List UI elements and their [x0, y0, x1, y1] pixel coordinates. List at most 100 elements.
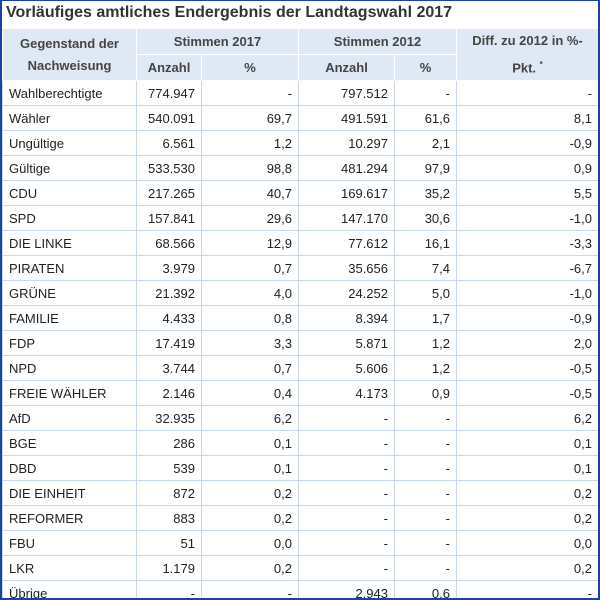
page-title: Vorläufiges amtliches Endergebnis der La… [6, 4, 453, 21]
votes-2012: 4.173 [298, 380, 395, 407]
table-row: Wahlberechtigte 774.947-797.512- - [2, 80, 598, 107]
diff: -0,9 [456, 130, 598, 157]
diff: 6,2 [456, 405, 598, 432]
votes-2012: 77.612 [298, 230, 395, 257]
percent-2012: 16,1 [394, 230, 457, 257]
percent-2017: 0,7 [201, 355, 299, 382]
table-row: GRÜNE 21.392 4,0 24.252 5,0 -1,0 [2, 280, 598, 307]
row-label: DBD [2, 455, 137, 482]
votes-2017: 539 [136, 455, 202, 482]
percent-2017: 6,2 [201, 405, 299, 432]
table-row: LKR 1.179 0,2- -0,2 [2, 555, 598, 582]
diff: -6,7 [456, 255, 598, 282]
percent-2017: 12,9 [201, 230, 299, 257]
votes-2012: 5.871 [298, 330, 395, 357]
percent-2012: 61,6 [394, 105, 457, 132]
header-diff: Diff. zu 2012 in %-Pkt. * [456, 27, 598, 82]
table-row: DIE LINKE 68.566 12,9 77.612 16,1 -3,3 [2, 230, 598, 257]
diff: -3,3 [456, 230, 598, 257]
percent-2012: - [394, 455, 457, 482]
row-label: NPD [2, 355, 137, 382]
votes-2012: 35.656 [298, 255, 395, 282]
votes-2017: 157.841 [136, 205, 202, 232]
diff: -0,5 [456, 355, 598, 382]
votes-2017: 21.392 [136, 280, 202, 307]
diff: - [456, 580, 598, 598]
diff: 8,1 [456, 105, 598, 132]
percent-2017: 0,1 [201, 455, 299, 482]
percent-2017: 29,6 [201, 205, 299, 232]
table-row: DIE EINHEIT 872 0,2- -0,2 [2, 480, 598, 507]
votes-2012: - [298, 405, 395, 432]
votes-2012: 147.170 [298, 205, 395, 232]
header-diff-label: Diff. zu 2012 in %-Pkt. [472, 33, 583, 76]
percent-2012: 30,6 [394, 205, 457, 232]
percent-2012: 0,6 [394, 580, 457, 598]
votes-2012: - [298, 555, 395, 582]
votes-2012: 24.252 [298, 280, 395, 307]
diff: 0,1 [456, 455, 598, 482]
row-label: GRÜNE [2, 280, 137, 307]
votes-2017: 51 [136, 530, 202, 557]
diff: 0,0 [456, 530, 598, 557]
percent-2017: 40,7 [201, 180, 299, 207]
votes-2012: 797.512 [298, 80, 395, 107]
percent-2017: 0,1 [201, 430, 299, 457]
votes-2017: - [136, 580, 202, 598]
percent-2012: - [394, 505, 457, 532]
diff: 2,0 [456, 330, 598, 357]
footnote-marker: * [539, 60, 543, 69]
percent-2017: 69,7 [201, 105, 299, 132]
diff: -0,5 [456, 380, 598, 407]
percent-2017: 98,8 [201, 155, 299, 182]
row-label: DIE EINHEIT [2, 480, 137, 507]
table-row: CDU 217.265 40,7 169.617 35,2 5,5 [2, 180, 598, 207]
diff: 0,2 [456, 555, 598, 582]
votes-2017: 2.146 [136, 380, 202, 407]
row-label: CDU [2, 180, 137, 207]
diff: 0,1 [456, 430, 598, 457]
percent-2012: 1,2 [394, 355, 457, 382]
table-row: BGE 286 0,1- -0,1 [2, 430, 598, 457]
row-label: FBU [2, 530, 137, 557]
votes-2012: 491.591 [298, 105, 395, 132]
header-percent-2012: % [394, 54, 457, 82]
percent-2017: 0,8 [201, 305, 299, 332]
percent-2017: 3,3 [201, 330, 299, 357]
percent-2017: 0,0 [201, 530, 299, 557]
diff: 5,5 [456, 180, 598, 207]
percent-2017: - [201, 80, 299, 107]
table-row: FBU 51 0,0- -0,0 [2, 530, 598, 557]
votes-2017: 286 [136, 430, 202, 457]
votes-2012: 8.394 [298, 305, 395, 332]
table-row: Wähler 540.091 69,7 491.591 61,6 8,1 [2, 105, 598, 132]
votes-2017: 4.433 [136, 305, 202, 332]
votes-2012: - [298, 480, 395, 507]
percent-2012: 35,2 [394, 180, 457, 207]
percent-2017: 0,2 [201, 555, 299, 582]
percent-2012: - [394, 405, 457, 432]
votes-2017: 68.566 [136, 230, 202, 257]
row-label: DIE LINKE [2, 230, 137, 257]
row-label: REFORMER [2, 505, 137, 532]
table-row: FDP 17.419 3,3 5.871 1,2 2,0 [2, 330, 598, 357]
votes-2017: 1.179 [136, 555, 202, 582]
votes-2017: 3.744 [136, 355, 202, 382]
votes-2012: 2.943 [298, 580, 395, 598]
table-row: SPD 157.841 29,6 147.170 30,6 -1,0 [2, 205, 598, 232]
votes-2017: 774.947 [136, 80, 202, 107]
percent-2017: 0,2 [201, 505, 299, 532]
votes-2017: 217.265 [136, 180, 202, 207]
percent-2012: 5,0 [394, 280, 457, 307]
header-subject: Gegenstand der Nachweisung [2, 27, 137, 82]
percent-2017: 4,0 [201, 280, 299, 307]
votes-2012: - [298, 530, 395, 557]
votes-2012: 5.606 [298, 355, 395, 382]
results-table: Gegenstand der Nachweisung Stimmen 2017 … [2, 27, 598, 598]
diff: -0,9 [456, 305, 598, 332]
row-label: LKR [2, 555, 137, 582]
votes-2017: 540.091 [136, 105, 202, 132]
row-label: Ungültige [2, 130, 137, 157]
percent-2017: - [201, 580, 299, 598]
votes-2017: 17.419 [136, 330, 202, 357]
